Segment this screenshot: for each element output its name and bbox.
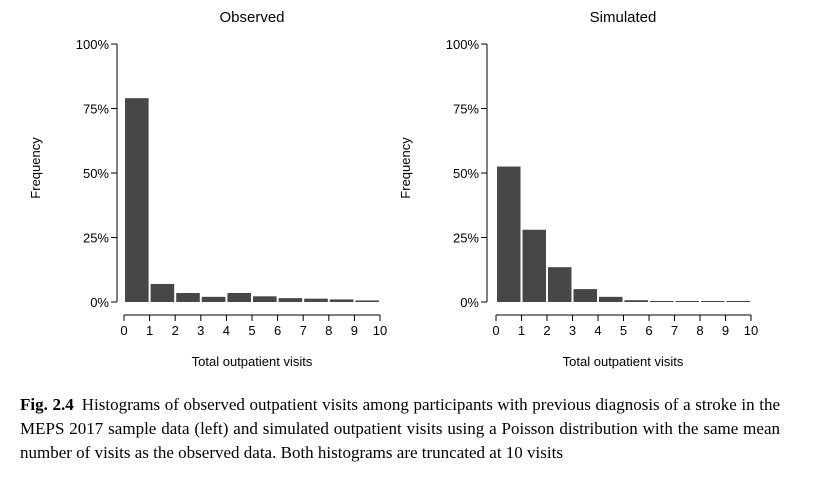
x-tick-label-2-1: 1	[518, 323, 525, 338]
x-tick-label-2-8: 8	[696, 323, 703, 338]
x-axis-label-1: Total outpatient visits	[192, 354, 313, 369]
x-tick-label-1-6: 6	[274, 323, 281, 338]
x-tick-label-1-8: 8	[325, 323, 332, 338]
bar-1-3	[201, 296, 226, 302]
y-tick-label-1-3: 75%	[83, 102, 109, 117]
y-axis-label-1: Frequency	[28, 137, 43, 199]
x-tick-label-2-9: 9	[722, 323, 729, 338]
figure-caption-label: Fig. 2.4	[20, 395, 74, 414]
x-tick-label-2-5: 5	[620, 323, 627, 338]
bar-2-3	[573, 289, 597, 302]
bar-2-9	[726, 301, 750, 302]
y-tick-label-2-3: 75%	[453, 102, 479, 117]
bar-1-5	[253, 296, 277, 302]
x-tick-label-1-9: 9	[351, 323, 358, 338]
bar-2-7	[675, 301, 699, 302]
bar-1-6	[278, 298, 303, 302]
chart-title-1: Observed	[219, 9, 284, 26]
x-tick-label-1-0: 0	[120, 323, 127, 338]
x-tick-label-1-2: 2	[172, 323, 179, 338]
chart-title-2: Simulated	[590, 9, 657, 26]
bar-2-8	[701, 301, 725, 302]
chart-panel-1: Observed Frequency Total outpatient visits…	[28, 9, 387, 369]
bar-1-2	[176, 292, 200, 302]
x-tick-label-1-3: 3	[197, 323, 204, 338]
y-tick-label-2-2: 50%	[453, 166, 479, 181]
bar-1-4	[227, 292, 251, 302]
chart-panel-2: Simulated Frequency Total outpatient visit…	[398, 9, 758, 369]
x-tick-label-1-1: 1	[146, 323, 153, 338]
bar-2-5	[624, 300, 648, 302]
x-tick-label-2-0: 0	[492, 323, 499, 338]
x-tick-label-2-6: 6	[645, 323, 652, 338]
bar-2-0	[497, 166, 521, 302]
bar-1-8	[329, 299, 354, 302]
y-tick-label-1-2: 50%	[83, 166, 109, 181]
y-axis-label-2: Frequency	[398, 137, 413, 199]
x-tick-label-2-3: 3	[569, 323, 576, 338]
figure: Observed Frequency Total outpatient visits…	[28, 9, 758, 369]
bar-1-1	[150, 283, 175, 302]
bar-2-6	[650, 301, 674, 302]
x-tick-label-2-4: 4	[594, 323, 601, 338]
bar-1-0	[125, 98, 149, 303]
y-tick-label-1-1: 25%	[83, 231, 109, 246]
bar-2-4	[599, 296, 623, 302]
bar-1-7	[304, 298, 328, 302]
bar-2-1	[522, 229, 546, 302]
x-tick-label-2-10: 10	[744, 323, 758, 338]
x-tick-label-1-5: 5	[248, 323, 255, 338]
bar-2-2	[548, 267, 572, 302]
y-tick-label-1-4: 100%	[76, 37, 110, 52]
x-tick-label-2-7: 7	[671, 323, 678, 338]
figure-caption-text: Histograms of observed outpatient visits…	[20, 395, 781, 462]
y-tick-label-1-0: 0%	[90, 295, 109, 310]
y-tick-label-2-1: 25%	[453, 231, 479, 246]
x-tick-label-2-2: 2	[543, 323, 550, 338]
y-tick-label-2-4: 100%	[446, 37, 480, 52]
x-tick-label-1-10: 10	[373, 323, 387, 338]
figure-caption: Fig. 2.4 Histograms of observed outpatien…	[20, 393, 780, 465]
x-axis-label-2: Total outpatient visits	[563, 354, 684, 369]
y-tick-label-2-0: 0%	[460, 295, 479, 310]
x-tick-label-1-7: 7	[300, 323, 307, 338]
x-tick-label-1-4: 4	[223, 323, 230, 338]
bar-1-9	[355, 300, 379, 302]
